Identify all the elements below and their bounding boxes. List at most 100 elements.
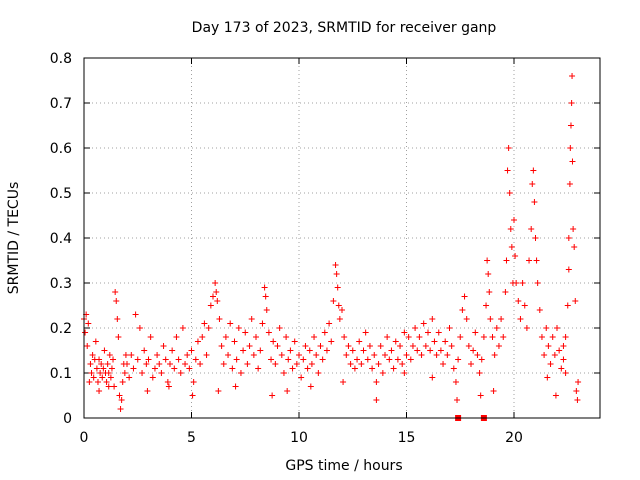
data-point (558, 365, 565, 372)
data-point (154, 352, 161, 358)
data-point (213, 289, 220, 295)
data-point (268, 356, 275, 363)
data-point (162, 356, 169, 363)
data-point (570, 226, 577, 232)
data-point (573, 388, 580, 394)
data-point (141, 347, 148, 354)
data-point (351, 365, 358, 372)
data-point (562, 334, 569, 340)
data-point (122, 352, 129, 358)
y-tick-label: 0 (63, 411, 72, 427)
y-axis-label: SRMTID / TECUs (6, 182, 22, 295)
data-point (285, 356, 292, 363)
data-point (427, 347, 434, 354)
data-point (94, 379, 101, 385)
data-point (477, 392, 484, 399)
data-point (343, 352, 350, 358)
data-point (418, 352, 425, 358)
data-point (110, 356, 117, 363)
data-point (498, 316, 505, 322)
data-point (246, 343, 253, 349)
data-point (300, 356, 307, 363)
data-point (259, 320, 266, 327)
data-point (511, 217, 517, 223)
data-point (188, 347, 195, 354)
data-point (420, 320, 427, 327)
data-point (296, 352, 302, 358)
data-point (225, 352, 232, 358)
data-point (530, 167, 537, 174)
data-point (205, 325, 212, 331)
data-point (476, 370, 483, 376)
y-tick-label: 0.7 (50, 96, 72, 112)
data-point (280, 370, 287, 376)
data-point (197, 361, 204, 367)
data-point (560, 356, 567, 363)
data-point (291, 338, 298, 345)
data-point (394, 356, 401, 363)
data-point (409, 343, 416, 349)
tick-layer: 0 5 10 15 20 0 0.1 0.2 0.3 0.4 0.5 0.6 0.7 0.8 (50, 51, 600, 446)
data-point (433, 352, 440, 358)
y-tick-label: 0.8 (50, 51, 72, 67)
data-point (519, 280, 526, 286)
data-point (293, 361, 300, 367)
data-point (144, 388, 151, 394)
data-point (468, 361, 474, 367)
data-point (503, 257, 510, 264)
data-point (405, 334, 412, 340)
data-point (442, 338, 449, 345)
data-point (250, 352, 257, 358)
data-point (323, 347, 330, 354)
data-point (182, 361, 189, 367)
data-point (452, 379, 459, 385)
data-point (574, 397, 581, 403)
data-point (313, 352, 320, 358)
data-point (307, 383, 314, 390)
data-point (278, 352, 285, 358)
y-tick-label: 0.1 (50, 366, 72, 382)
data-point (248, 316, 255, 322)
data-point (538, 334, 545, 340)
x-tick-label: 0 (80, 430, 89, 446)
data-point (199, 334, 206, 340)
data-point (308, 361, 315, 367)
data-point (369, 365, 376, 372)
data-point (235, 325, 242, 331)
data-point (414, 347, 421, 354)
data-point (472, 329, 479, 336)
data-point (531, 199, 538, 205)
data-point (222, 334, 229, 340)
data-point (569, 73, 576, 79)
data-point (311, 334, 318, 340)
data-point (190, 379, 197, 385)
data-point (330, 298, 337, 304)
data-point (270, 338, 277, 345)
data-point (177, 370, 184, 376)
data-point (90, 374, 97, 381)
data-point (515, 298, 522, 304)
data-point (340, 379, 347, 385)
data-point (339, 307, 345, 313)
data-point (149, 374, 156, 381)
data-point (317, 343, 324, 349)
data-point (276, 325, 283, 331)
data-point (407, 356, 414, 363)
data-point (484, 257, 491, 264)
data-point (569, 158, 576, 165)
data-point (349, 347, 356, 354)
data-point (169, 347, 176, 354)
data-point (128, 352, 135, 358)
data-point (560, 343, 567, 349)
data-point (106, 352, 113, 358)
data-point (113, 298, 120, 304)
data-point (517, 316, 524, 322)
data-point (505, 145, 512, 151)
data-point (220, 361, 227, 367)
data-point (567, 122, 574, 129)
data-point (114, 316, 121, 322)
data-point (332, 262, 339, 268)
data-point (399, 361, 406, 367)
data-point (215, 388, 222, 394)
data-point (545, 343, 552, 349)
